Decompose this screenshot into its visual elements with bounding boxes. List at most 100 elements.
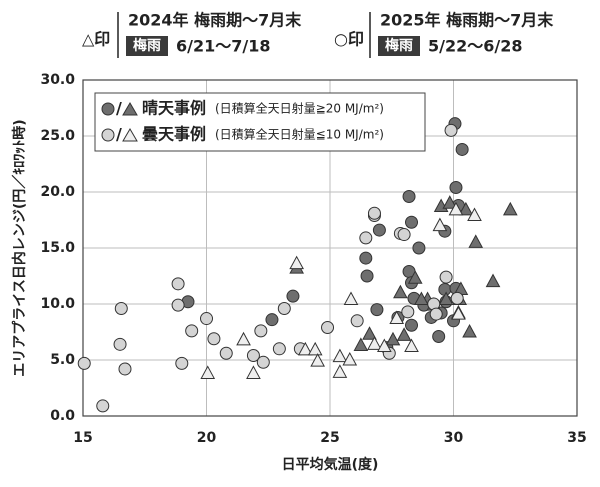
data-point <box>256 355 270 369</box>
legend-separator: / <box>116 125 122 144</box>
data-point <box>468 234 484 248</box>
data-point <box>407 270 423 284</box>
tag: 梅雨 <box>133 37 161 54</box>
legend-symbol <box>101 128 115 142</box>
data-point <box>439 270 453 284</box>
data-point <box>385 331 401 346</box>
data-point <box>455 142 469 156</box>
y-tick-label: 20.0 <box>40 184 75 200</box>
data-point <box>114 301 128 315</box>
data-point <box>429 307 443 321</box>
data-point <box>449 181 463 195</box>
data-point <box>289 255 304 270</box>
tag: 梅雨 <box>385 37 413 54</box>
data-point <box>359 231 373 245</box>
data-point <box>405 318 419 332</box>
data-point <box>412 241 426 255</box>
data-point <box>367 206 381 220</box>
legend-box <box>94 92 426 152</box>
data-point <box>389 310 405 325</box>
data-point <box>171 298 185 312</box>
legend-label: 晴天事例 <box>142 99 206 118</box>
data-point <box>451 306 466 320</box>
data-point <box>321 321 335 335</box>
data-point <box>277 301 291 315</box>
data-point <box>342 351 358 366</box>
data-point <box>372 223 386 237</box>
data-point <box>171 277 185 291</box>
data-point <box>310 353 325 367</box>
period: 2024年 梅雨期～7月末 <box>128 11 302 30</box>
data-point <box>370 303 384 317</box>
y-tick-label: 5.0 <box>50 352 75 368</box>
data-point <box>200 365 216 379</box>
data-point <box>254 324 268 338</box>
data-point <box>297 341 313 356</box>
y-tick-label: 30.0 <box>40 72 75 88</box>
data-point <box>343 291 359 306</box>
x-tick-label: 35 <box>567 430 586 446</box>
dates: 6/21～7/18 <box>176 37 271 56</box>
legend-note: (日積算全天日射量≧20 MJ/m²) <box>215 101 384 116</box>
x-axis-label: 日平均気温(度) <box>282 456 379 473</box>
data-point <box>450 291 464 305</box>
data-point <box>307 341 323 356</box>
legend-symbol <box>122 128 138 142</box>
data-point <box>359 251 373 265</box>
y-tick-label: 25.0 <box>40 128 75 144</box>
tag-box <box>126 36 168 56</box>
data-point <box>462 323 477 338</box>
data-point <box>405 215 419 229</box>
marker-label: ○印 <box>334 30 364 49</box>
data-point <box>113 337 127 351</box>
data-point <box>444 123 458 137</box>
data-point <box>396 327 412 341</box>
y-axis-label: エリアプライス日内レンジ(円／ｷﾛﾜｯﾄ時) <box>11 119 28 376</box>
data-point <box>414 291 429 306</box>
y-tick-label: 0.0 <box>50 408 75 424</box>
legend-symbol <box>101 102 115 116</box>
data-point <box>362 326 377 340</box>
legend-symbol <box>122 102 138 116</box>
data-point <box>246 365 261 379</box>
legend-label: 曇天事例 <box>142 125 206 144</box>
plot-frame <box>82 79 578 417</box>
data-point <box>438 291 454 306</box>
data-point <box>350 314 364 328</box>
data-point <box>219 346 233 360</box>
data-point <box>485 273 501 288</box>
x-tick-label: 15 <box>73 430 92 446</box>
data-point <box>332 348 348 363</box>
data-point <box>458 201 474 216</box>
data-point <box>175 356 189 370</box>
data-point <box>353 337 369 351</box>
data-point <box>432 329 446 343</box>
x-tick-label: 25 <box>320 430 339 446</box>
data-point <box>265 313 279 327</box>
data-point <box>332 364 348 378</box>
data-point <box>200 312 213 326</box>
data-point <box>432 217 448 232</box>
data-point <box>442 195 458 209</box>
data-point <box>96 399 110 413</box>
data-point <box>402 189 416 203</box>
legend-note: (日積算全天日射量≦10 MJ/m²) <box>215 127 384 142</box>
data-point <box>393 284 408 299</box>
data-point <box>502 201 518 216</box>
period: 2025年 梅雨期～7月末 <box>380 11 554 30</box>
data-point <box>272 342 286 356</box>
dates: 5/22～6/28 <box>428 37 523 56</box>
marker-label: △印 <box>82 30 110 49</box>
data-point <box>467 207 482 222</box>
data-point <box>118 362 132 376</box>
y-tick-label: 15.0 <box>40 240 75 256</box>
legend-separator: / <box>116 99 122 118</box>
x-tick-label: 30 <box>444 430 464 446</box>
data-point <box>404 338 419 353</box>
tag-box <box>378 36 420 56</box>
data-point <box>367 336 382 350</box>
y-tick-label: 10.0 <box>40 296 75 312</box>
data-point <box>360 269 374 283</box>
data-point <box>448 201 464 216</box>
